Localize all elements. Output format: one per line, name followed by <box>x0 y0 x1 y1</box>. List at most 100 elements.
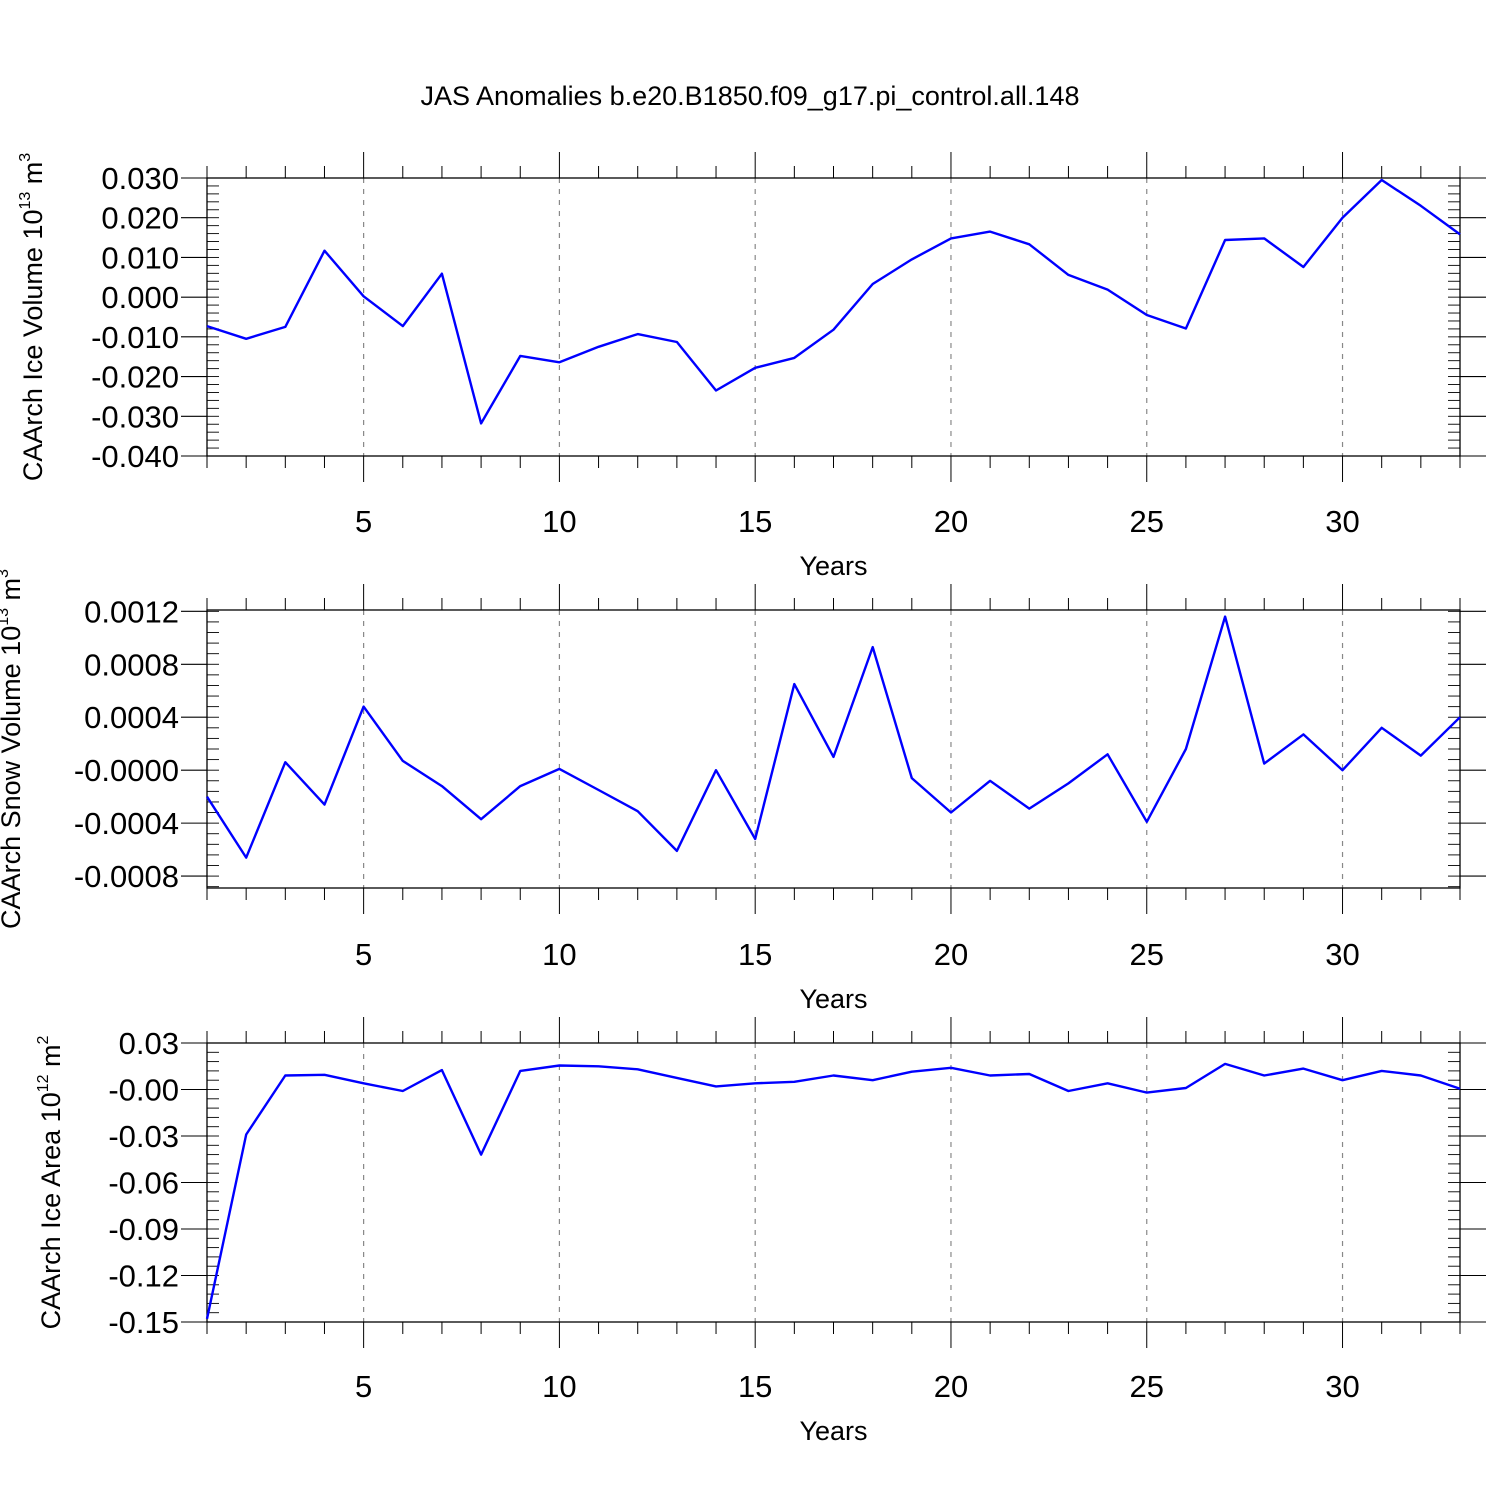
data-point <box>950 1067 952 1069</box>
y-axis-title: CAArch Ice Volume 1013 m3 <box>17 153 48 481</box>
data-point <box>1067 782 1069 784</box>
data-point <box>284 761 286 763</box>
data-point <box>206 325 208 327</box>
data-point <box>1146 314 1148 316</box>
x-tick-label: 15 <box>738 504 772 539</box>
data-point <box>558 361 560 363</box>
data-point <box>676 1077 678 1079</box>
data-point <box>480 1153 482 1155</box>
y-axis-title-unit: m <box>36 1044 66 1074</box>
data-point <box>1185 748 1187 750</box>
data-point <box>519 785 521 787</box>
data-point <box>1459 1088 1461 1090</box>
data-point <box>1302 1067 1304 1069</box>
data-point <box>1146 1091 1148 1093</box>
data-point <box>1106 1082 1108 1084</box>
data-point <box>1459 233 1461 235</box>
y-tick-label: -0.040 <box>91 439 179 474</box>
data-point <box>1185 1087 1187 1089</box>
data-point <box>519 355 521 357</box>
data-point <box>715 389 717 391</box>
data-point <box>362 705 364 707</box>
data-point <box>245 856 247 858</box>
data-point <box>441 785 443 787</box>
data-point <box>754 838 756 840</box>
panel-ice-area: 0.03 -0.00 -0.03 -0.06 -0.09 -0.12 -0.15 5 10 15 2… <box>35 1017 1486 1446</box>
data-point <box>402 1090 404 1092</box>
series-line <box>206 178 1461 425</box>
data-point <box>871 1079 873 1081</box>
data-point <box>676 341 678 343</box>
y-tick-label: -0.0004 <box>74 806 179 841</box>
data-point <box>1028 807 1030 809</box>
x-tick-label: 10 <box>542 1369 576 1404</box>
data-point <box>1459 716 1461 718</box>
x-tick-label: 10 <box>542 937 576 972</box>
x-tick-label: 5 <box>355 504 372 539</box>
data-point <box>558 768 560 770</box>
data-point <box>715 1085 717 1087</box>
data-point <box>1224 239 1226 241</box>
data-point <box>1380 727 1382 729</box>
y-tick-label: -0.12 <box>108 1259 179 1294</box>
data-point <box>1420 1074 1422 1076</box>
y-axis-title-unit: m <box>0 578 26 608</box>
x-axis-title: Years <box>799 1416 867 1446</box>
y-axis-title-exponent: 13 <box>0 608 12 626</box>
y-tick-label: -0.0008 <box>74 859 179 894</box>
data-point <box>1106 753 1108 755</box>
data-point <box>1224 615 1226 617</box>
y-tick-label: 0.020 <box>101 201 179 236</box>
data-point <box>793 357 795 359</box>
data-point <box>1420 754 1422 756</box>
data-point <box>911 777 913 779</box>
data-point <box>402 760 404 762</box>
data-point <box>362 295 364 297</box>
data-point <box>989 780 991 782</box>
x-tick-label: 15 <box>738 937 772 972</box>
data-point <box>519 1070 521 1072</box>
data-point <box>754 367 756 369</box>
y-tick-label: 0.0008 <box>84 647 179 682</box>
data-point <box>323 249 325 251</box>
data-point <box>832 756 834 758</box>
data-point <box>206 795 208 797</box>
data-point <box>1028 1073 1030 1075</box>
x-tick-label: 25 <box>1130 937 1164 972</box>
x-tick-label: 20 <box>934 937 968 972</box>
y-axis-title: CAArch Snow Volume 1013 m3 <box>0 569 26 929</box>
x-tick-label: 10 <box>542 504 576 539</box>
data-point <box>911 1070 913 1072</box>
panel-snow-volume: 0.0012 0.0008 0.0004 -0.0000 -0.0004 -0.0008 5… <box>0 569 1486 1014</box>
series-line <box>205 1062 1461 1320</box>
panel-ice-volume: 0.030 0.020 0.010 0.000 -0.010 -0.020 -0.030 -0… <box>17 152 1486 581</box>
data-point <box>676 850 678 852</box>
y-axis-title-unit-exponent: 2 <box>35 1035 52 1044</box>
x-tick-label: 30 <box>1325 937 1359 972</box>
data-point <box>1380 179 1382 181</box>
y-tick-label: -0.15 <box>108 1305 179 1340</box>
data-point <box>323 803 325 805</box>
x-tick-label: 25 <box>1130 1369 1164 1404</box>
plot-frame <box>206 1042 1461 1323</box>
data-point <box>754 1082 756 1084</box>
x-tick-label: 15 <box>738 1369 772 1404</box>
data-point <box>597 346 599 348</box>
x-axis-title: Years <box>799 551 867 581</box>
x-tick-label: 30 <box>1325 1369 1359 1404</box>
y-axis-title-unit-exponent: 3 <box>17 153 34 162</box>
y-tick-label: -0.010 <box>91 320 179 355</box>
x-tick-label: 30 <box>1325 504 1359 539</box>
data-point <box>284 326 286 328</box>
plot-frame <box>206 177 1461 457</box>
data-point <box>597 1065 599 1067</box>
data-point <box>1341 1079 1343 1081</box>
data-point <box>1341 769 1343 771</box>
data-point <box>637 333 639 335</box>
data-point <box>715 769 717 771</box>
y-tick-label: 0.03 <box>119 1026 179 1061</box>
data-point <box>1224 1063 1226 1065</box>
y-tick-label: -0.00 <box>108 1073 179 1108</box>
data-point <box>1067 1090 1069 1092</box>
